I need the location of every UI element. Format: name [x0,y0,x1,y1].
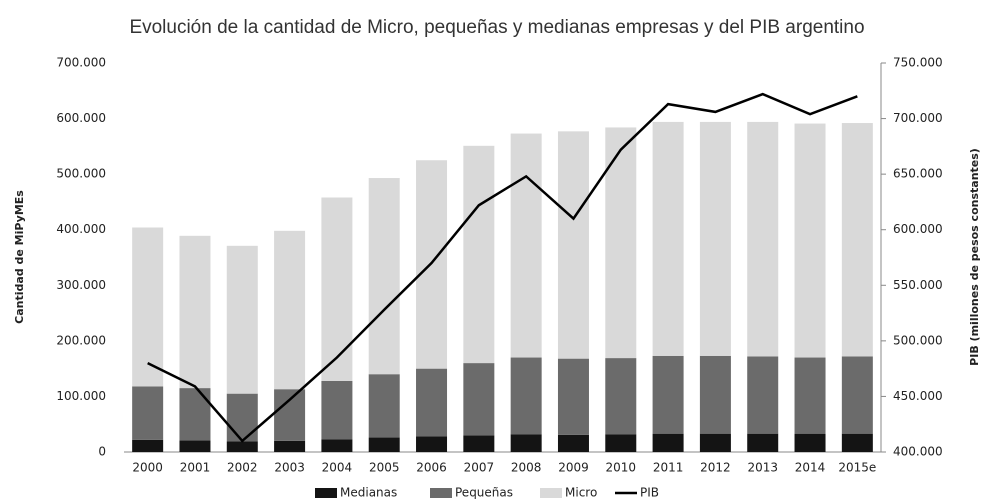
bar-segment [274,230,306,390]
bar-segment [226,393,258,442]
y2-tick-label: 500.000 [893,333,943,347]
x-tick-label: 2012 [700,461,731,475]
y-axis-label: Cantidad de MiPyMEs [13,190,26,324]
bar-segment [463,435,495,452]
x-tick-label: 2014 [795,461,826,475]
bar-segment [605,127,637,359]
x-tick-label: 2015e [838,461,876,475]
line-series [147,92,858,443]
y2-tick-label: 400.000 [893,445,943,459]
x-tick-label: 2013 [747,461,778,475]
x-tick-label: 2011 [653,461,684,475]
bar-segment [794,357,826,434]
bar-segment [463,145,495,364]
bar-segment [416,436,448,452]
bar-segment [179,440,211,452]
x-tick-label: 2008 [511,461,542,475]
legend-swatch [430,488,452,498]
y2-tick-label: 600.000 [893,222,943,236]
y-tick-label: 500.000 [56,167,106,181]
bar-segment [699,433,731,452]
bar-segment [321,380,353,440]
bar-segment [747,121,779,357]
y2-axis-label: PIB (millones de pesos constantes) [968,148,981,366]
x-tick-label: 2002 [227,461,258,475]
bar-segment [652,121,684,356]
bar-segment [652,355,684,434]
bar-segment [132,227,164,387]
bar-segment [226,245,258,394]
x-tick-label: 2001 [180,461,211,475]
bar-segment [368,374,400,438]
bar-segment [510,357,542,435]
x-tick-label: 2003 [274,461,305,475]
bar-segment [794,433,826,452]
y-tick-label: 400.000 [56,222,106,236]
bar-segment [179,388,211,441]
y2-tick-label: 700.000 [893,111,943,125]
x-tick-label: 2000 [132,461,163,475]
y-tick-label: 300.000 [56,278,106,292]
bar-segment [557,434,589,452]
legend-label: Micro [565,486,597,500]
bar-segment [368,178,400,375]
y2-tick-label: 650.000 [893,167,943,181]
y-tick-label: 100.000 [56,389,106,403]
y2-tick-label: 450.000 [893,389,943,403]
legend-swatch [540,488,562,498]
bar-segment [274,389,306,441]
bar-segment [321,439,353,452]
bar-segment [841,123,873,357]
legend-swatch [315,488,337,498]
bar-segment [510,434,542,452]
x-tick-label: 2010 [606,461,637,475]
bar-segment [557,131,589,359]
x-tick-label: 2009 [558,461,589,475]
bar-segment [132,386,164,440]
bar-segment [841,433,873,452]
bar-segment [132,439,164,452]
y-tick-label: 0 [98,445,106,459]
bar-segment [699,355,731,434]
x-tick-label: 2006 [416,461,447,475]
legend-label: PIB [640,486,659,500]
y2-tick-label: 750.000 [893,56,943,70]
bar-segment [841,356,873,434]
bar-segment [321,197,353,381]
bar-segment [463,363,495,436]
bar-segment [416,368,448,437]
bar-segment [605,434,637,452]
bar-segment [747,433,779,452]
bar-segment [794,123,826,358]
chart-title: Evolución de la cantidad de Micro, peque… [129,17,864,38]
legend-label: Pequeñas [455,486,513,500]
y-tick-label: 200.000 [56,333,106,347]
bar-segment [179,235,211,389]
bar-segment [605,358,637,435]
x-tick-label: 2004 [322,461,353,475]
bar-segment [274,440,306,452]
x-tick-label: 2007 [464,461,495,475]
bar-segment [557,358,589,435]
bar-segment [652,433,684,452]
y2-tick-label: 550.000 [893,278,943,292]
bar-segment [226,441,258,452]
bar-segment [368,437,400,452]
legend-label: Medianas [340,486,397,500]
y-tick-label: 700.000 [56,56,106,70]
bar-segment [699,121,731,356]
bar-segment [747,356,779,434]
y-tick-label: 600.000 [56,111,106,125]
x-tick-label: 2005 [369,461,400,475]
bar-segment [510,133,542,358]
